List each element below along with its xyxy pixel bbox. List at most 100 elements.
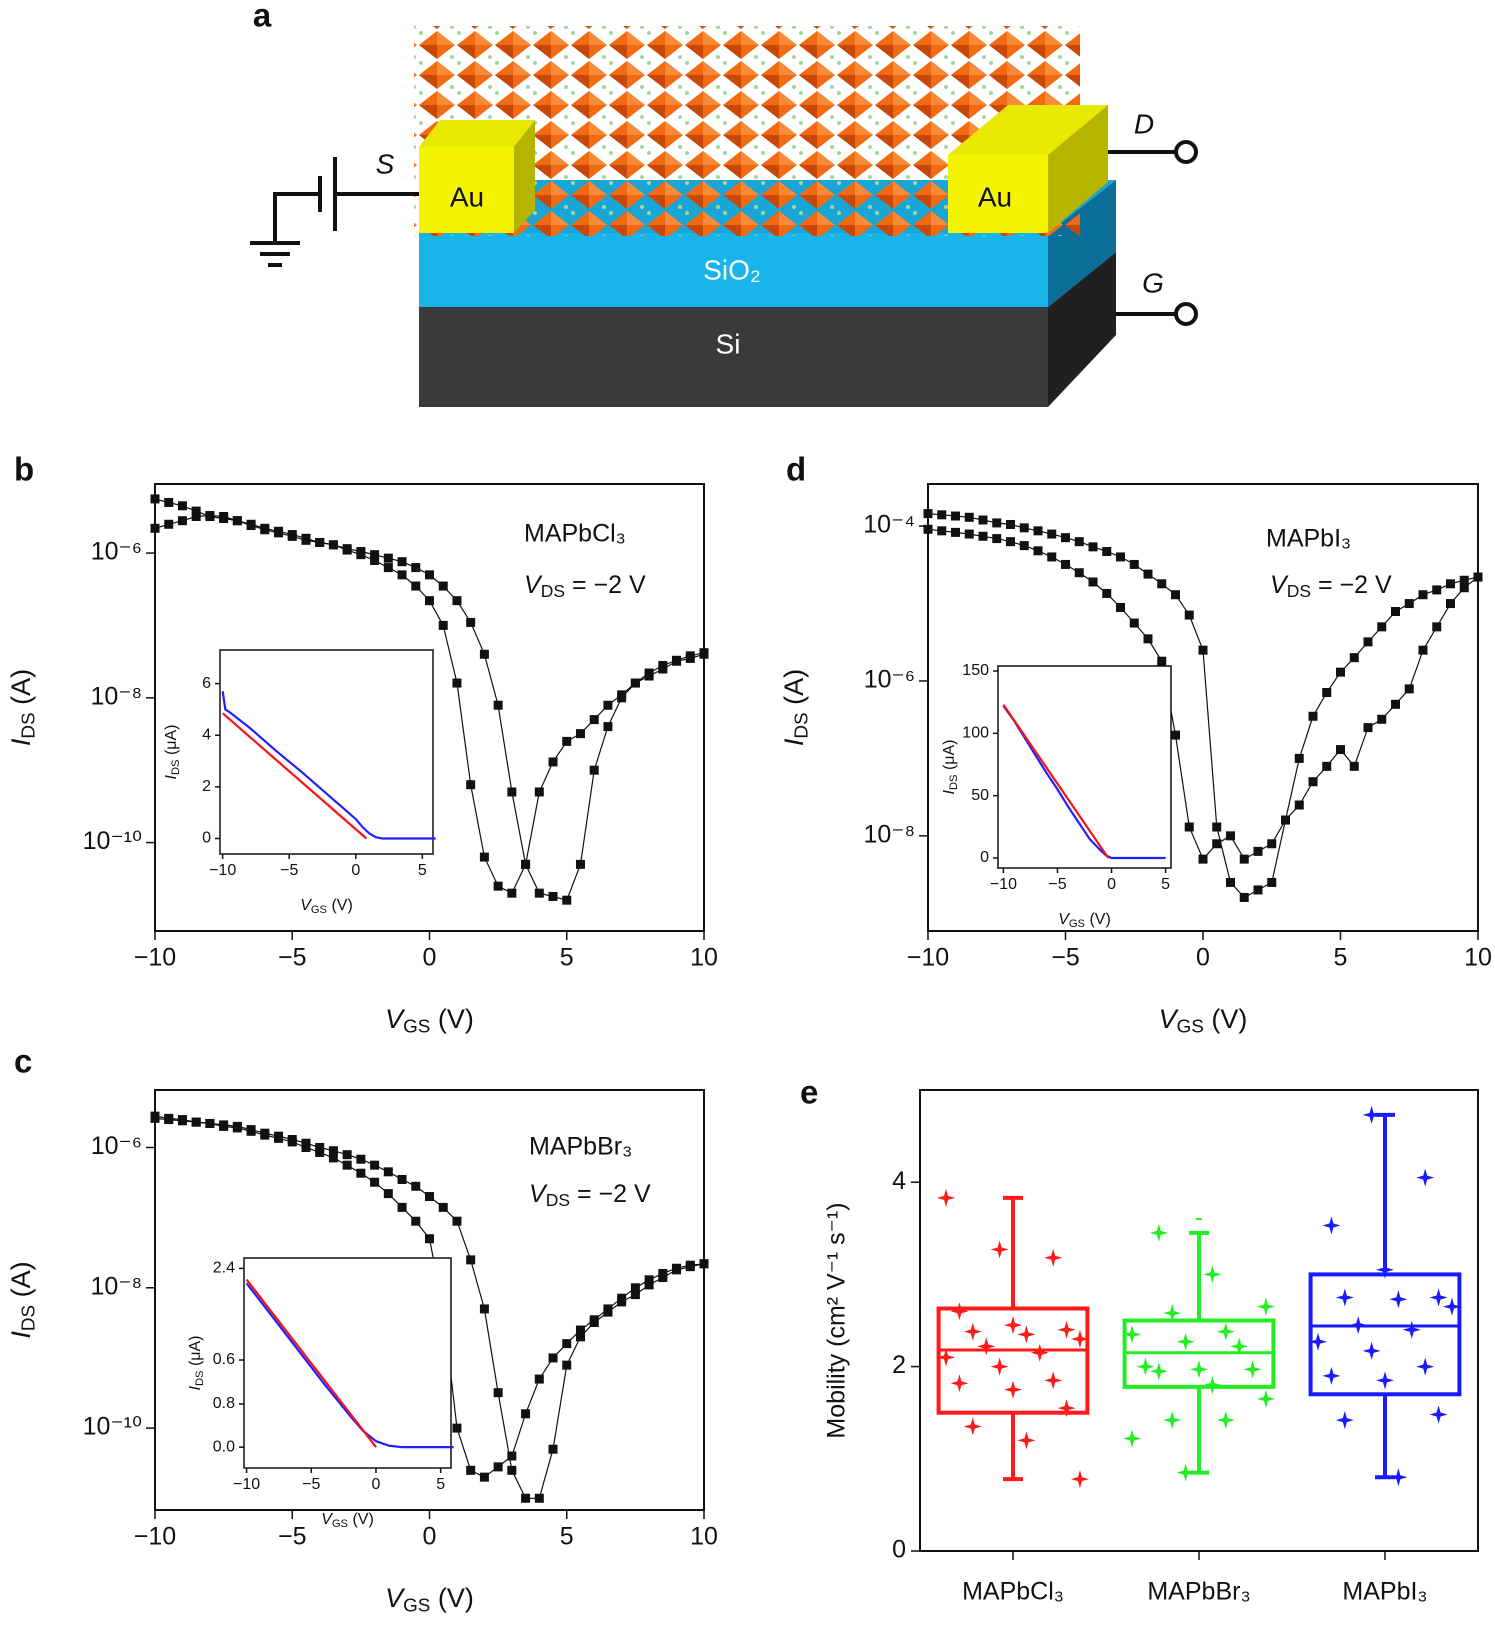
data-point xyxy=(1044,1248,1063,1267)
data-point xyxy=(978,515,988,525)
x-tick-label: 5 xyxy=(560,943,574,971)
data-point xyxy=(963,1417,982,1436)
y-tick-label: 0.0 xyxy=(213,1438,235,1455)
data-point xyxy=(411,581,421,591)
data-point xyxy=(672,655,682,665)
x-tick-label: 5 xyxy=(1161,876,1170,893)
au-side xyxy=(514,120,535,233)
data-point xyxy=(1309,1332,1328,1351)
schematic: a S D G Au Au SiO₂ Si xyxy=(250,0,1198,407)
data-point xyxy=(1281,815,1290,825)
x-tick-label: 0 xyxy=(351,862,360,879)
data-point xyxy=(1198,854,1208,864)
au-top xyxy=(948,105,1108,155)
data-point xyxy=(1349,1316,1368,1335)
data-point xyxy=(548,1353,558,1363)
data-point xyxy=(1102,588,1112,598)
data-point xyxy=(1129,559,1139,569)
data-point xyxy=(287,1134,297,1144)
data-point xyxy=(301,535,311,545)
data-point xyxy=(479,1472,489,1482)
data-point xyxy=(1157,579,1167,589)
data-point xyxy=(1004,1380,1022,1399)
data-point xyxy=(1198,645,1208,655)
data-point xyxy=(1335,1288,1354,1307)
data-point xyxy=(658,1273,668,1283)
data-point xyxy=(617,1297,627,1307)
x-axis-label-sub: GS xyxy=(403,1017,430,1038)
circuit xyxy=(250,140,1198,326)
y-tick-label: 10⁻⁶ xyxy=(91,1132,142,1160)
plot-frame xyxy=(997,665,1172,869)
data-point xyxy=(1256,1389,1275,1408)
data-point xyxy=(411,563,421,573)
data-point xyxy=(937,1348,956,1367)
y-axis-label: IDS (A) xyxy=(779,669,813,746)
data-point xyxy=(1418,590,1428,600)
data-point xyxy=(507,1465,517,1475)
data-point xyxy=(1446,599,1455,609)
data-point xyxy=(990,1240,1009,1259)
x-tick-label: −10 xyxy=(907,943,949,971)
data-point xyxy=(1184,822,1194,832)
y-axis-label-rest: (μA) xyxy=(163,725,180,760)
data-point xyxy=(342,1160,352,1170)
gate-label: G xyxy=(1142,267,1164,298)
x-axis-label: VGS (V) xyxy=(1058,911,1111,930)
data-point xyxy=(466,780,476,790)
data-point xyxy=(1322,761,1332,771)
data-point xyxy=(1416,1357,1435,1376)
data-point xyxy=(603,722,613,732)
data-point xyxy=(411,1216,421,1226)
data-point xyxy=(1416,1168,1435,1187)
y-tick-label: 10⁻⁸ xyxy=(863,820,915,848)
data-point xyxy=(383,563,393,573)
y-axis-label-main: I xyxy=(6,1331,36,1339)
data-point xyxy=(950,1302,969,1321)
data-point xyxy=(479,1304,489,1314)
data-point xyxy=(1070,1329,1089,1348)
data-point xyxy=(1123,1325,1142,1344)
data-point xyxy=(1019,523,1029,533)
data-point xyxy=(493,1388,503,1398)
y-tick-label: 10⁻⁶ xyxy=(864,666,915,694)
substrate-label: Si xyxy=(716,328,741,359)
y-tick-label: 2.4 xyxy=(213,1260,235,1277)
data-point xyxy=(977,1337,996,1356)
data-point xyxy=(1216,1322,1235,1341)
y-tick-label: 6 xyxy=(202,675,211,692)
data-point xyxy=(191,512,201,522)
data-point xyxy=(534,1493,544,1503)
data-point xyxy=(1006,537,1015,547)
data-point xyxy=(219,1120,229,1130)
y-tick-label: 0 xyxy=(892,1536,906,1564)
data-point xyxy=(1004,1316,1022,1335)
data-point xyxy=(452,596,462,606)
data-point xyxy=(1057,1399,1076,1418)
data-point xyxy=(507,1451,517,1461)
au-right xyxy=(948,155,1048,233)
data-point xyxy=(1429,1405,1448,1424)
data-point xyxy=(1432,622,1442,632)
data-point xyxy=(1047,529,1057,539)
data-point xyxy=(575,1325,585,1335)
data-point xyxy=(1176,1332,1195,1351)
data-point xyxy=(1226,877,1235,887)
panel-label: e xyxy=(800,1074,818,1111)
data-point xyxy=(1017,1431,1036,1450)
plot: 0 2 4 MAPbCl₃ MAPbBr₃ MAPbI₃ Mobility (cm² V⁻¹… xyxy=(823,1089,1479,1606)
x-axis-label: VGS (V) xyxy=(385,1004,474,1038)
y-tick-label: 10⁻⁸ xyxy=(90,682,142,710)
y-tick-label: 0 xyxy=(202,830,211,847)
y-tick-label: 100 xyxy=(962,725,989,742)
data-point xyxy=(1239,854,1249,864)
y-axis-label: IDS (μA) xyxy=(187,1336,206,1391)
data-point xyxy=(1044,1371,1063,1390)
data-point xyxy=(644,1275,654,1285)
y-axis-label-sub: DS xyxy=(19,1305,40,1331)
data-point xyxy=(328,1146,338,1156)
data-point xyxy=(493,881,503,891)
annotation: MAPbCl₃ xyxy=(524,520,626,548)
y-tick-label: 0.6 xyxy=(213,1351,235,1368)
data-point xyxy=(1349,653,1359,663)
